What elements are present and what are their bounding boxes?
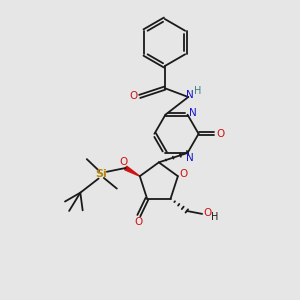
Text: H: H [194,85,201,95]
Text: N: N [186,153,194,163]
Text: O: O [134,217,142,227]
Text: O: O [180,169,188,179]
Text: O: O [119,157,128,167]
Text: H: H [211,212,218,222]
Polygon shape [124,166,140,176]
Text: N: N [186,90,193,100]
Text: O: O [129,91,137,101]
Text: Si: Si [96,169,107,179]
Text: N: N [189,108,197,118]
Text: O: O [216,129,224,139]
Text: O: O [203,208,211,218]
